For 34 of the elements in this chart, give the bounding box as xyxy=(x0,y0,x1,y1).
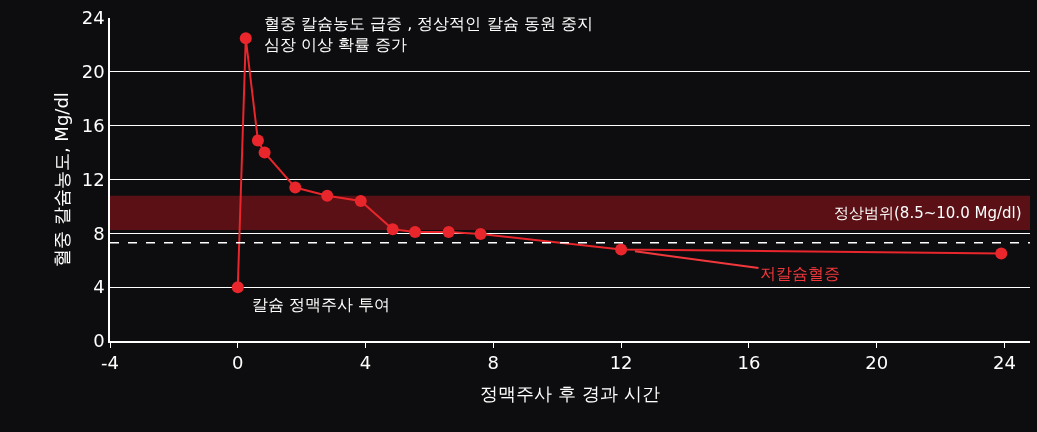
point xyxy=(474,228,487,240)
annotation: 혈중 칼슘농도 급증 , 정상적인 칼슘 동원 중지 심장 이상 확률 증가 xyxy=(264,14,593,54)
point xyxy=(321,189,334,202)
y-tick-label: 4 xyxy=(93,276,105,298)
annotation: 저칼슘혈증 xyxy=(760,264,840,283)
point xyxy=(995,247,1008,260)
point xyxy=(289,181,302,194)
y-tick-label: 8 xyxy=(93,222,105,244)
x-tick-label: -4 xyxy=(101,352,119,374)
point xyxy=(409,225,422,238)
point xyxy=(354,195,367,208)
x-tick-label: 8 xyxy=(487,352,500,374)
y-tick-label: 24 xyxy=(81,7,105,29)
point xyxy=(258,146,271,159)
point xyxy=(615,243,628,256)
x-tick-label: 0 xyxy=(232,352,244,374)
point xyxy=(231,281,244,294)
x-axis-title: 정맥주사 후 경과 시간 xyxy=(480,382,660,404)
y-tick-label: 16 xyxy=(81,114,105,136)
x-tick-label: 20 xyxy=(865,352,889,374)
y-tick-label: 0 xyxy=(93,330,105,352)
x-tick-label: 4 xyxy=(359,352,372,374)
band-label: 정상범위(8.5~10.0 Mg/dl) xyxy=(834,204,1022,222)
point xyxy=(251,134,264,147)
point xyxy=(442,225,455,238)
point xyxy=(239,32,252,45)
y-tick-label: 20 xyxy=(81,61,105,83)
point xyxy=(386,223,399,236)
annotation: 칼슘 정맥주사 투여 xyxy=(252,295,391,314)
y-axis-title: 혈중 칼슘농도, Mg/dl xyxy=(51,92,73,267)
y-tick-label: 12 xyxy=(81,168,105,190)
x-tick-label: 24 xyxy=(992,352,1016,374)
x-tick-label: 16 xyxy=(737,352,761,374)
x-tick-label: 12 xyxy=(609,352,633,374)
